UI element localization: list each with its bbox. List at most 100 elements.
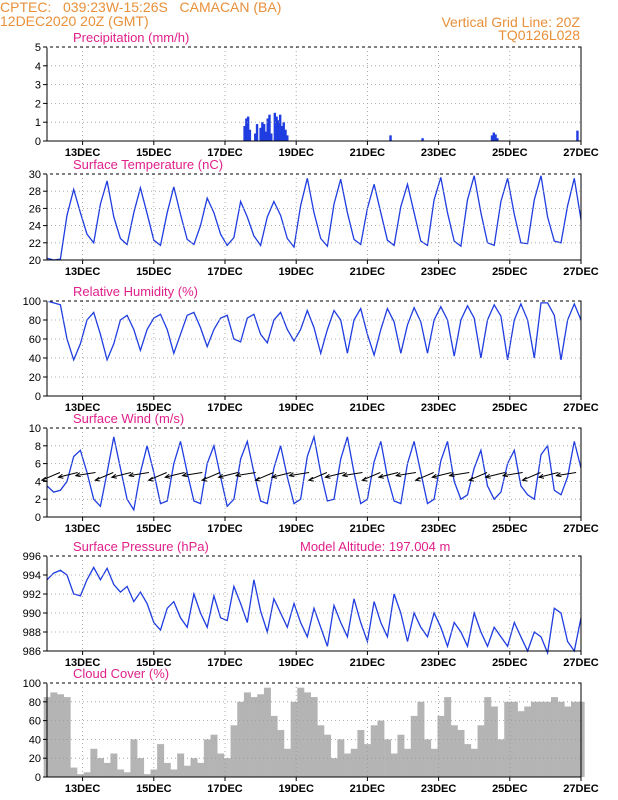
precip-bar <box>246 116 250 141</box>
temp-frame <box>46 173 582 261</box>
cloud-xtick-label: 21DEC <box>350 783 386 795</box>
precip-xtick-label: 17DEC <box>207 147 243 159</box>
humidity-xtick-label: 27DEC <box>563 402 599 414</box>
wind-xtick-label: 23DEC <box>421 523 457 535</box>
temp-xtick-label: 17DEC <box>207 266 243 278</box>
wind-wind-arrow <box>432 472 452 478</box>
wind-wind-arrow-head <box>128 472 135 478</box>
precip-bar <box>282 122 285 141</box>
precip-ytick-label: 5 <box>35 42 41 54</box>
temp-xtick-label: 13DEC <box>65 266 101 278</box>
precip-bar <box>254 133 257 141</box>
cloud-bar <box>230 725 238 777</box>
wind-wind-arrow <box>556 472 577 477</box>
cloud-bar <box>270 715 278 777</box>
wind-wind-arrow-head <box>254 476 261 482</box>
temp-title: Surface Temperature (nC) <box>73 157 223 172</box>
precip-bar <box>494 134 497 141</box>
cloud-bar <box>377 720 385 777</box>
temp-ytick-label: 24 <box>29 221 41 233</box>
precip-bar <box>421 138 424 141</box>
cloud-bar <box>123 772 131 777</box>
precip-xtick-label: 13DEC <box>65 147 101 159</box>
cloud-bar <box>83 772 91 777</box>
precip-xtick-label: 21DEC <box>350 147 386 159</box>
wind-wind-arrow-head <box>341 472 348 478</box>
cloud-bar <box>350 748 358 777</box>
wind-wind-arrow <box>325 472 345 478</box>
wind-wind-arrow-head <box>181 472 188 478</box>
cloud-bar <box>217 753 225 777</box>
humidity-xtick-label: 15DEC <box>136 402 172 414</box>
cloud-bar <box>103 762 111 777</box>
cloud-bar <box>510 701 518 777</box>
precip-bar <box>255 124 259 141</box>
precip-bar <box>273 112 277 141</box>
cloud-bar <box>183 765 191 777</box>
precip-bar <box>245 118 248 141</box>
wind-frame <box>46 427 582 518</box>
precip-bar <box>490 135 494 141</box>
cloud-xtick-label: 27DEC <box>563 783 599 795</box>
precip-bar <box>496 138 499 141</box>
temp-ytick-label: 28 <box>29 186 41 198</box>
cloud-bar <box>417 701 425 777</box>
pressure-xtick-label: 13DEC <box>65 657 101 669</box>
temp-ytick-label: 30 <box>29 169 41 181</box>
wind-wind-arrow-head <box>377 473 384 479</box>
precip-ytick-label: 4 <box>35 61 41 73</box>
temp-ytick-label: 20 <box>29 255 41 267</box>
wind-wind-arrow-head <box>537 473 545 479</box>
precip-bar <box>492 132 495 141</box>
temp-xtick-label: 21DEC <box>350 266 386 278</box>
cloud-bar <box>77 774 85 777</box>
precip-bar <box>275 116 278 141</box>
precip-ytick-label: 0 <box>35 136 41 148</box>
precip-bar <box>278 114 282 141</box>
humidity-ytick-label: 20 <box>29 372 41 384</box>
wind-wind-arrow-head <box>521 476 528 482</box>
precip-xtick-label: 15DEC <box>136 147 172 159</box>
precip-xtick-label: 19DEC <box>278 147 314 159</box>
wind-wind-arrow-head <box>501 472 509 478</box>
precip-ytick-label: 1 <box>35 117 41 129</box>
pressure-xtick-label: 21DEC <box>350 657 386 669</box>
cloud-ytick-label: 20 <box>29 753 41 765</box>
pressure-panel: Surface Pressure (hPa) Model Altitude: 19… <box>23 539 599 669</box>
cloud-bar <box>370 725 378 777</box>
precip-bar <box>284 129 287 141</box>
cloud-bar <box>70 767 78 777</box>
cloud-panel: Cloud Cover (%) 0 20 40 60 80 100 13DEC 15DEC 17D… <box>23 666 599 795</box>
cloud-bar <box>63 697 71 777</box>
wind-xtick-label: 27DEC <box>563 523 599 535</box>
cloud-bar <box>570 701 578 777</box>
cloud-bar <box>317 725 325 777</box>
wind-wind-arrow <box>182 472 203 477</box>
station-info-label: CPTEC: 039:23W-15:26S CAMACAN (BA) <box>0 0 282 15</box>
cloud-ytick-label: 100 <box>23 678 41 690</box>
cloud-bar <box>243 692 251 777</box>
cloud-ytick-label: 40 <box>29 734 41 746</box>
wind-wind-arrow-head <box>431 473 438 479</box>
temp-xtick-label: 27DEC <box>563 266 599 278</box>
wind-wind-arrow <box>255 472 274 481</box>
cloud-bar <box>170 769 178 777</box>
pressure-xtick-label: 17DEC <box>207 657 243 669</box>
cloud-bar <box>310 697 318 777</box>
wind-xtick-label: 21DEC <box>350 523 386 535</box>
cloud-bar <box>190 758 198 777</box>
precip-bar <box>248 129 252 141</box>
pressure-annotation: Model Altitude: 197.004 m <box>300 539 450 554</box>
cloud-bar <box>250 697 258 777</box>
wind-wind-arrow-head <box>234 472 242 478</box>
wind-wind-arrow-head <box>57 473 64 479</box>
cloud-bar <box>490 706 498 777</box>
precip-bar <box>576 130 579 141</box>
cloud-bar <box>50 692 58 777</box>
cloud-bar <box>450 725 458 777</box>
humidity-ytick-label: 60 <box>29 334 41 346</box>
cloud-bar <box>390 753 398 777</box>
wind-wind-arrow <box>538 472 559 478</box>
pressure-xtick-label: 27DEC <box>563 657 599 669</box>
